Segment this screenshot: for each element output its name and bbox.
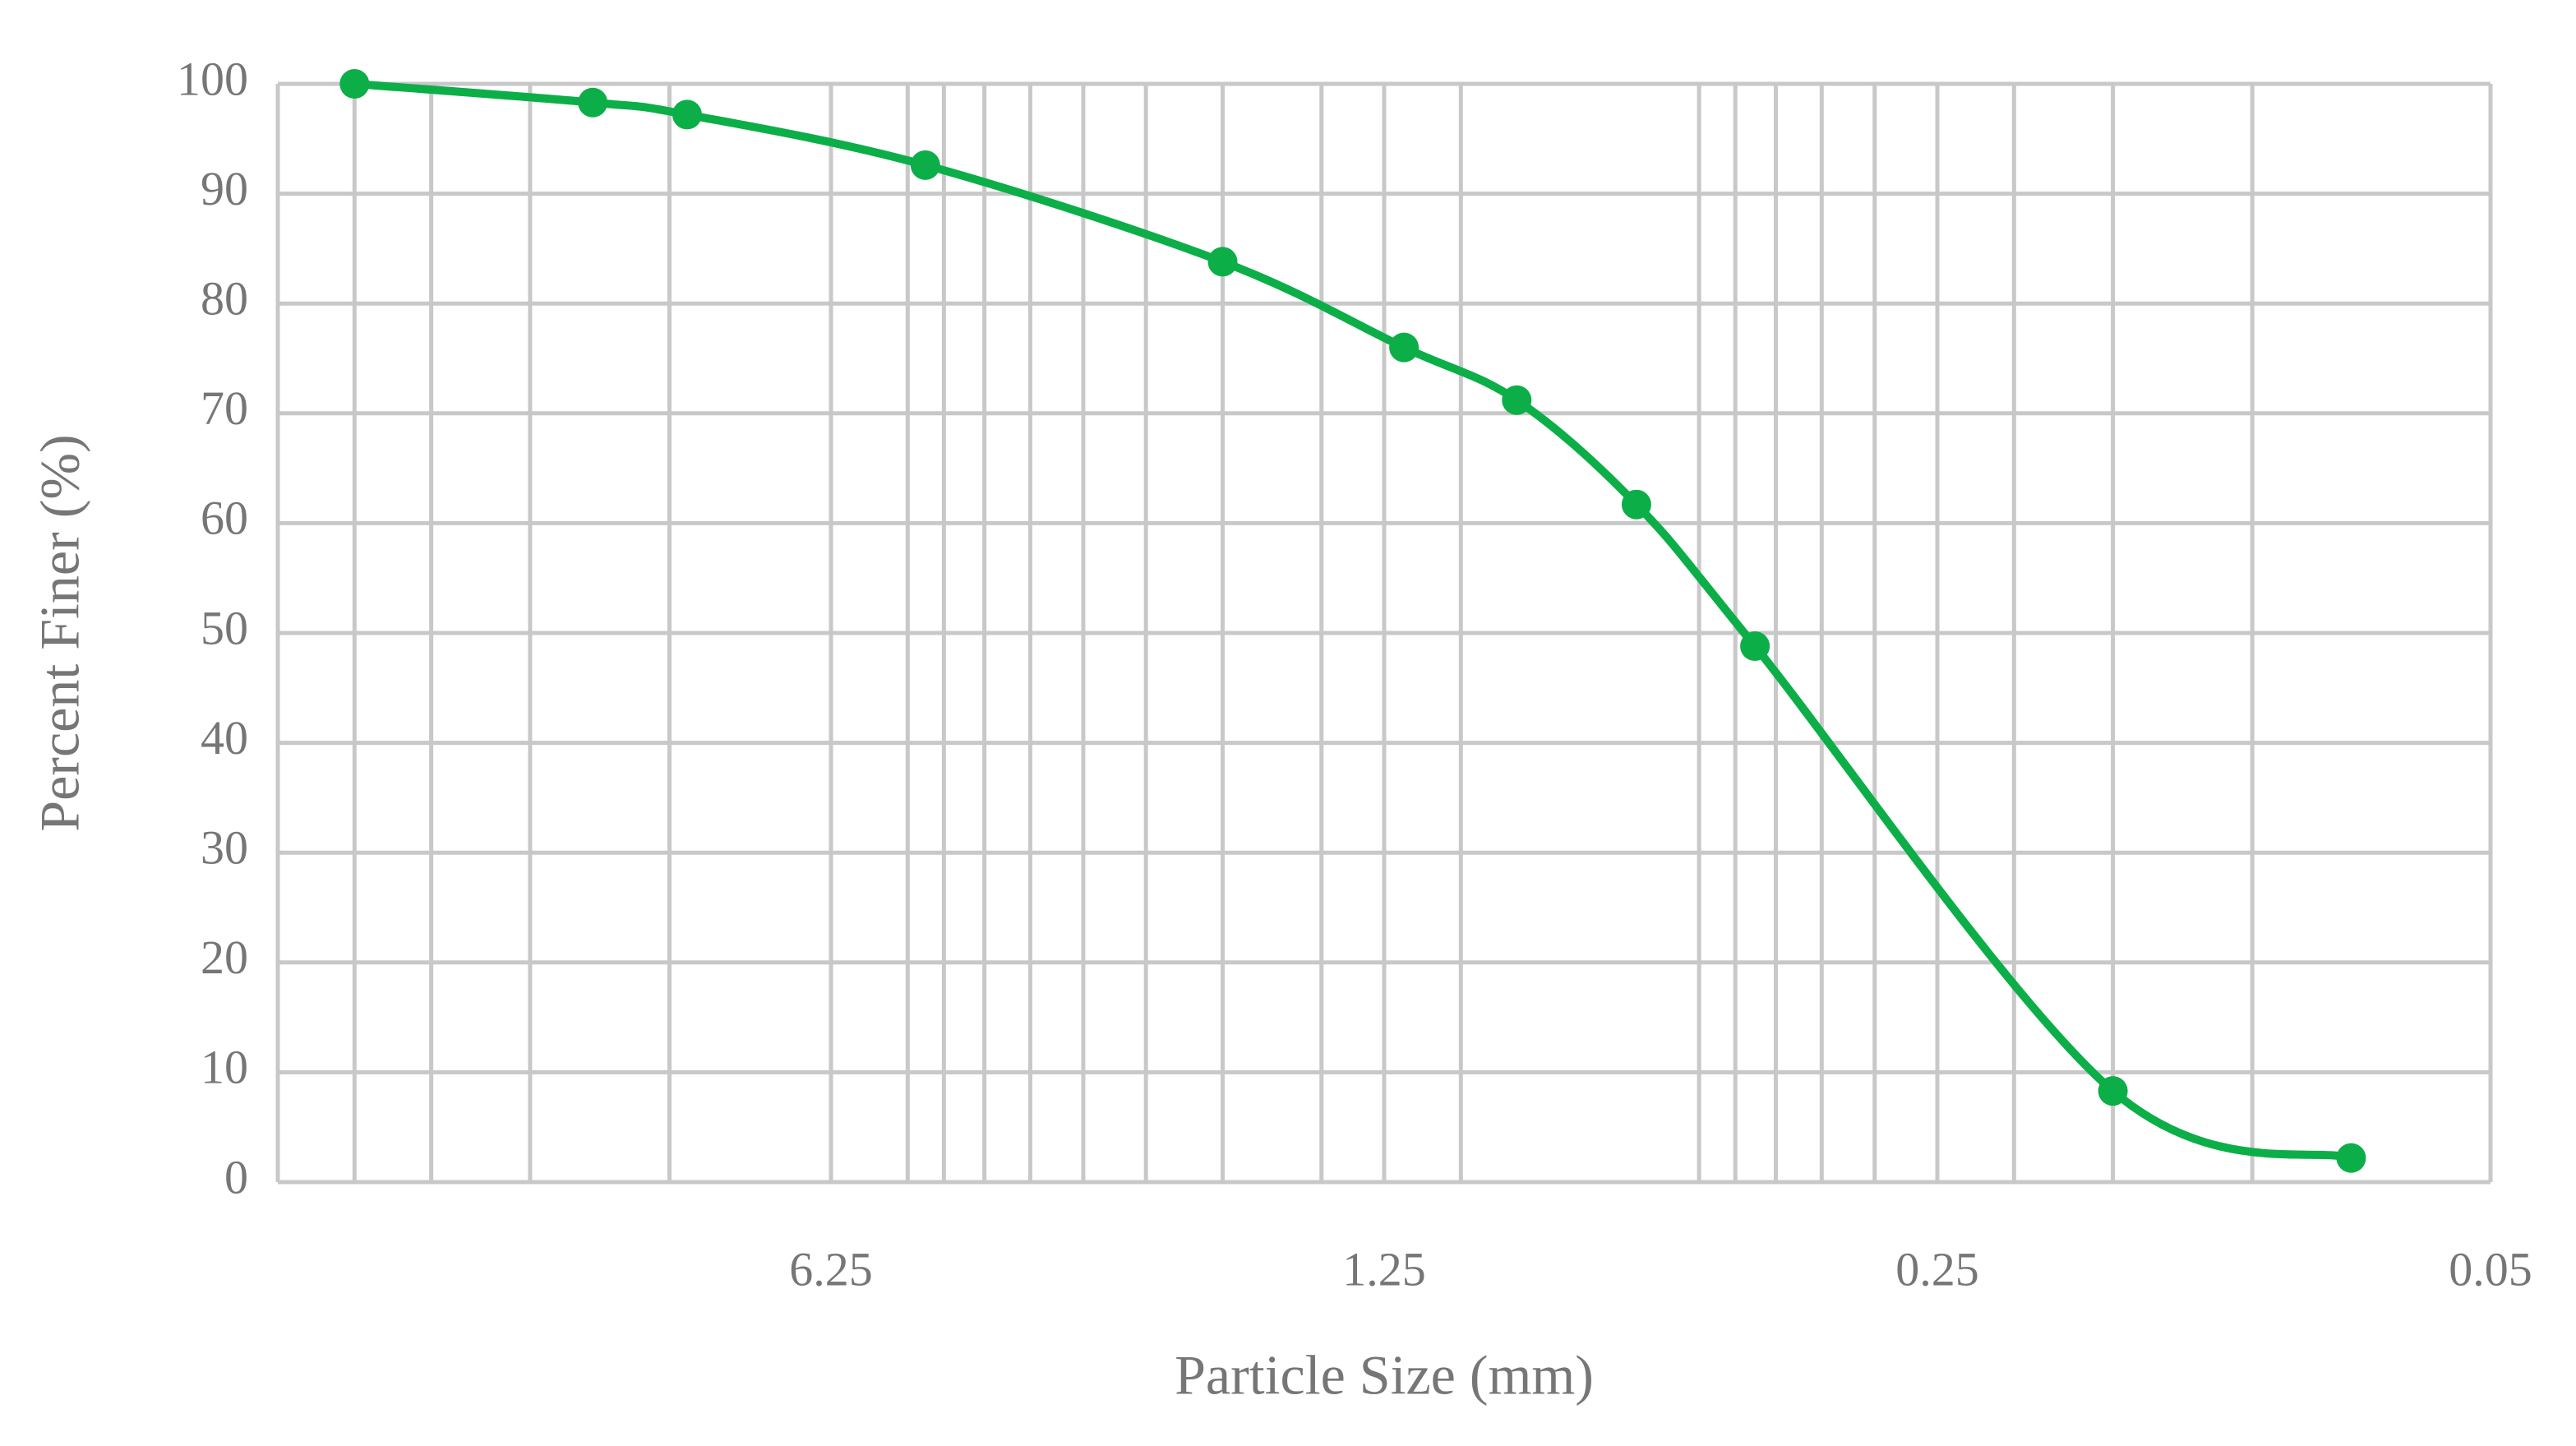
data-point [1621,489,1651,520]
data-point [910,150,940,180]
data-point [2098,1076,2128,1106]
x-tick-label: 1.25 [1342,1242,1426,1296]
data-line [353,80,2352,1162]
y-tick-label: 0 [224,1150,248,1203]
data-point [1740,631,1770,662]
data-point [672,99,702,130]
y-tick-label: 30 [201,821,248,875]
data-point [578,87,608,118]
data-point [339,69,370,99]
y-tick-label: 80 [201,272,248,326]
y-tick-label: 10 [201,1041,248,1094]
y-axis-title: Percent Finer (%) [29,434,91,831]
x-axis-title: Particle Size (mm) [1175,1344,1594,1407]
y-tick-label: 40 [201,711,248,765]
y-tick-label: 50 [201,601,248,654]
data-point [1389,332,1420,363]
data-point [1502,385,1532,415]
x-tick-label: 0.25 [1895,1242,1979,1296]
y-tick-label: 90 [201,162,248,215]
data-point [2336,1143,2366,1173]
x-tick-label: 0.05 [2449,1242,2532,1296]
y-tick-label: 20 [201,931,248,984]
y-tick-label: 100 [177,52,248,105]
x-tick-label: 6.25 [789,1242,873,1296]
y-tick-label: 60 [201,492,248,545]
data-point [1207,247,1238,277]
y-tick-label: 70 [201,381,248,435]
